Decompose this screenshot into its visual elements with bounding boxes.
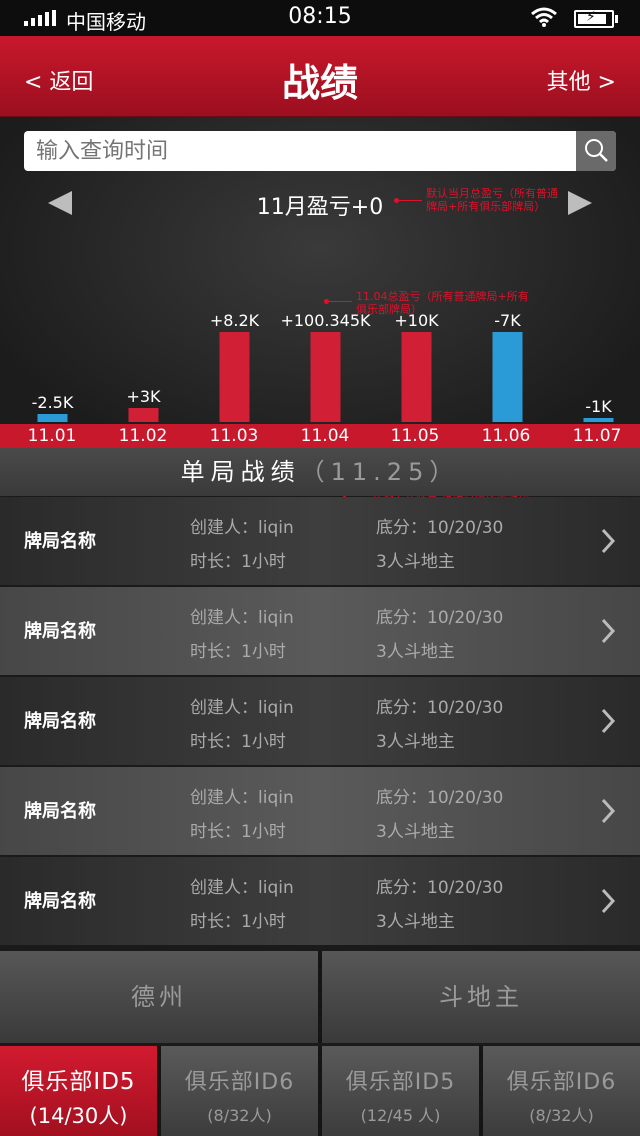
search-input[interactable] [24, 131, 588, 171]
game-type: 3人斗地主 [376, 732, 455, 752]
date-label[interactable]: 11.04 [300, 426, 350, 446]
game-row[interactable]: 牌局名称 创建人：liqin 底分：10/20/30 时长：1小时 3人斗地主 [0, 767, 640, 857]
annotation-line [398, 200, 422, 201]
game-row[interactable]: 牌局名称 创建人：liqin 底分：10/20/30 时长：1小时 3人斗地主 [0, 587, 640, 677]
chevron-right-icon [601, 618, 616, 644]
game-type: 3人斗地主 [376, 552, 455, 572]
game-row[interactable]: 牌局名称 创建人：liqin 底分：10/20/30 时长：1小时 3人斗地主 [0, 677, 640, 767]
date-label[interactable]: 11.01 [27, 426, 77, 446]
status-time: 08:15 [288, 4, 352, 29]
chevron-right-icon [601, 708, 616, 734]
signal-icon [24, 10, 56, 26]
section-header: 单局战绩（11.25） [0, 448, 640, 496]
game-type: 3人斗地主 [376, 912, 455, 932]
game-type-tabs: 德州 斗地主 [0, 951, 640, 1043]
game-type: 3人斗地主 [376, 822, 455, 842]
club-member-count: (14/30人) [29, 1104, 128, 1128]
chevron-right-icon [601, 888, 616, 914]
summary-panel: 11月盈亏+0 [0, 117, 640, 447]
game-creator: 创建人：liqin [190, 788, 294, 808]
section-date: （11.25） [300, 458, 460, 486]
page-title: 战绩 [281, 61, 358, 105]
game-base-score: 底分：10/20/30 [376, 698, 504, 718]
month-summary: 11月盈亏+0 [256, 195, 384, 220]
nav-bar: < 返回 战绩 其他 > [0, 36, 640, 117]
club-name: 俱乐部ID5 [21, 1069, 136, 1095]
search-button[interactable] [576, 131, 616, 171]
date-label[interactable]: 11.02 [118, 426, 168, 446]
chevron-right-icon [601, 528, 616, 554]
annotation-day: 11.04总盈亏（所有普通牌局+所有俱乐部牌局） [356, 290, 529, 316]
annotation-month: 默认当月总盈亏（所有普通牌局+所有俱乐部牌局） [426, 187, 558, 213]
club-tab[interactable]: 俱乐部ID5 (14/30人) [0, 1046, 157, 1136]
club-tab[interactable]: 俱乐部ID5 (12/45 人) [322, 1046, 479, 1136]
month-selector: 11月盈亏+0 [0, 189, 640, 225]
more-button[interactable]: 其他 > [546, 70, 616, 95]
date-label[interactable]: 11.05 [390, 426, 440, 446]
club-member-count: (8/32人) [529, 1106, 594, 1125]
game-type: 3人斗地主 [376, 642, 455, 662]
game-name: 牌局名称 [24, 801, 96, 822]
date-label[interactable]: 11.03 [209, 426, 259, 446]
club-name: 俱乐部ID6 [506, 1070, 617, 1095]
game-creator: 创建人：liqin [190, 518, 294, 538]
annotation-marker [394, 198, 399, 203]
game-name: 牌局名称 [24, 711, 96, 732]
game-duration: 时长：1小时 [190, 642, 286, 662]
date-axis: 11.01 11.02 11.03 11.04 11.05 11.06 11.0… [0, 424, 640, 448]
game-duration: 时长：1小时 [190, 912, 286, 932]
game-creator: 创建人：liqin [190, 608, 294, 628]
game-duration: 时长：1小时 [190, 822, 286, 842]
wifi-icon [531, 7, 557, 27]
annotation-marker [324, 299, 329, 304]
game-base-score: 底分：10/20/30 [376, 608, 504, 628]
game-duration: 时长：1小时 [190, 732, 286, 752]
date-label[interactable]: 11.06 [481, 426, 531, 446]
back-button[interactable]: < 返回 [24, 70, 94, 95]
game-base-score: 底分：10/20/30 [376, 518, 504, 538]
game-name: 牌局名称 [24, 621, 96, 642]
date-label[interactable]: 11.07 [572, 426, 622, 446]
tab-texas[interactable]: 德州 [0, 951, 318, 1043]
game-base-score: 底分：10/20/30 [376, 878, 504, 898]
game-row[interactable]: 牌局名称 创建人：liqin 底分：10/20/30 时长：1小时 3人斗地主 [0, 497, 640, 587]
game-name: 牌局名称 [24, 891, 96, 912]
battery-icon: ⚡ [574, 9, 618, 28]
game-creator: 创建人：liqin [190, 878, 294, 898]
game-base-score: 底分：10/20/30 [376, 788, 504, 808]
status-bar: 中国移动 08:15 ⚡ [0, 0, 640, 36]
tab-doudizhu[interactable]: 斗地主 [322, 951, 640, 1043]
club-name: 俱乐部ID5 [345, 1070, 456, 1095]
prev-month-arrow-icon[interactable] [48, 191, 72, 215]
section-title: 单局战绩 [180, 458, 301, 486]
game-creator: 创建人：liqin [190, 698, 294, 718]
club-member-count: (12/45 人) [360, 1106, 441, 1125]
search-icon [585, 139, 608, 162]
carrier-name: 中国移动 [66, 10, 146, 34]
next-month-arrow-icon[interactable] [568, 191, 592, 215]
game-name: 牌局名称 [24, 531, 96, 552]
club-tabs: 俱乐部ID5 (14/30人) 俱乐部ID6 (8/32人) 俱乐部ID5 (1… [0, 1046, 640, 1136]
game-duration: 时长：1小时 [190, 552, 286, 572]
game-row[interactable]: 牌局名称 创建人：liqin 底分：10/20/30 时长：1小时 3人斗地主 [0, 857, 640, 947]
club-tab[interactable]: 俱乐部ID6 (8/32人) [483, 1046, 640, 1136]
club-tab[interactable]: 俱乐部ID6 (8/32人) [161, 1046, 318, 1136]
club-name: 俱乐部ID6 [184, 1070, 295, 1095]
search-bar [24, 131, 616, 171]
club-member-count: (8/32人) [207, 1106, 272, 1125]
annotation-line [328, 301, 352, 302]
chevron-right-icon [601, 798, 616, 824]
